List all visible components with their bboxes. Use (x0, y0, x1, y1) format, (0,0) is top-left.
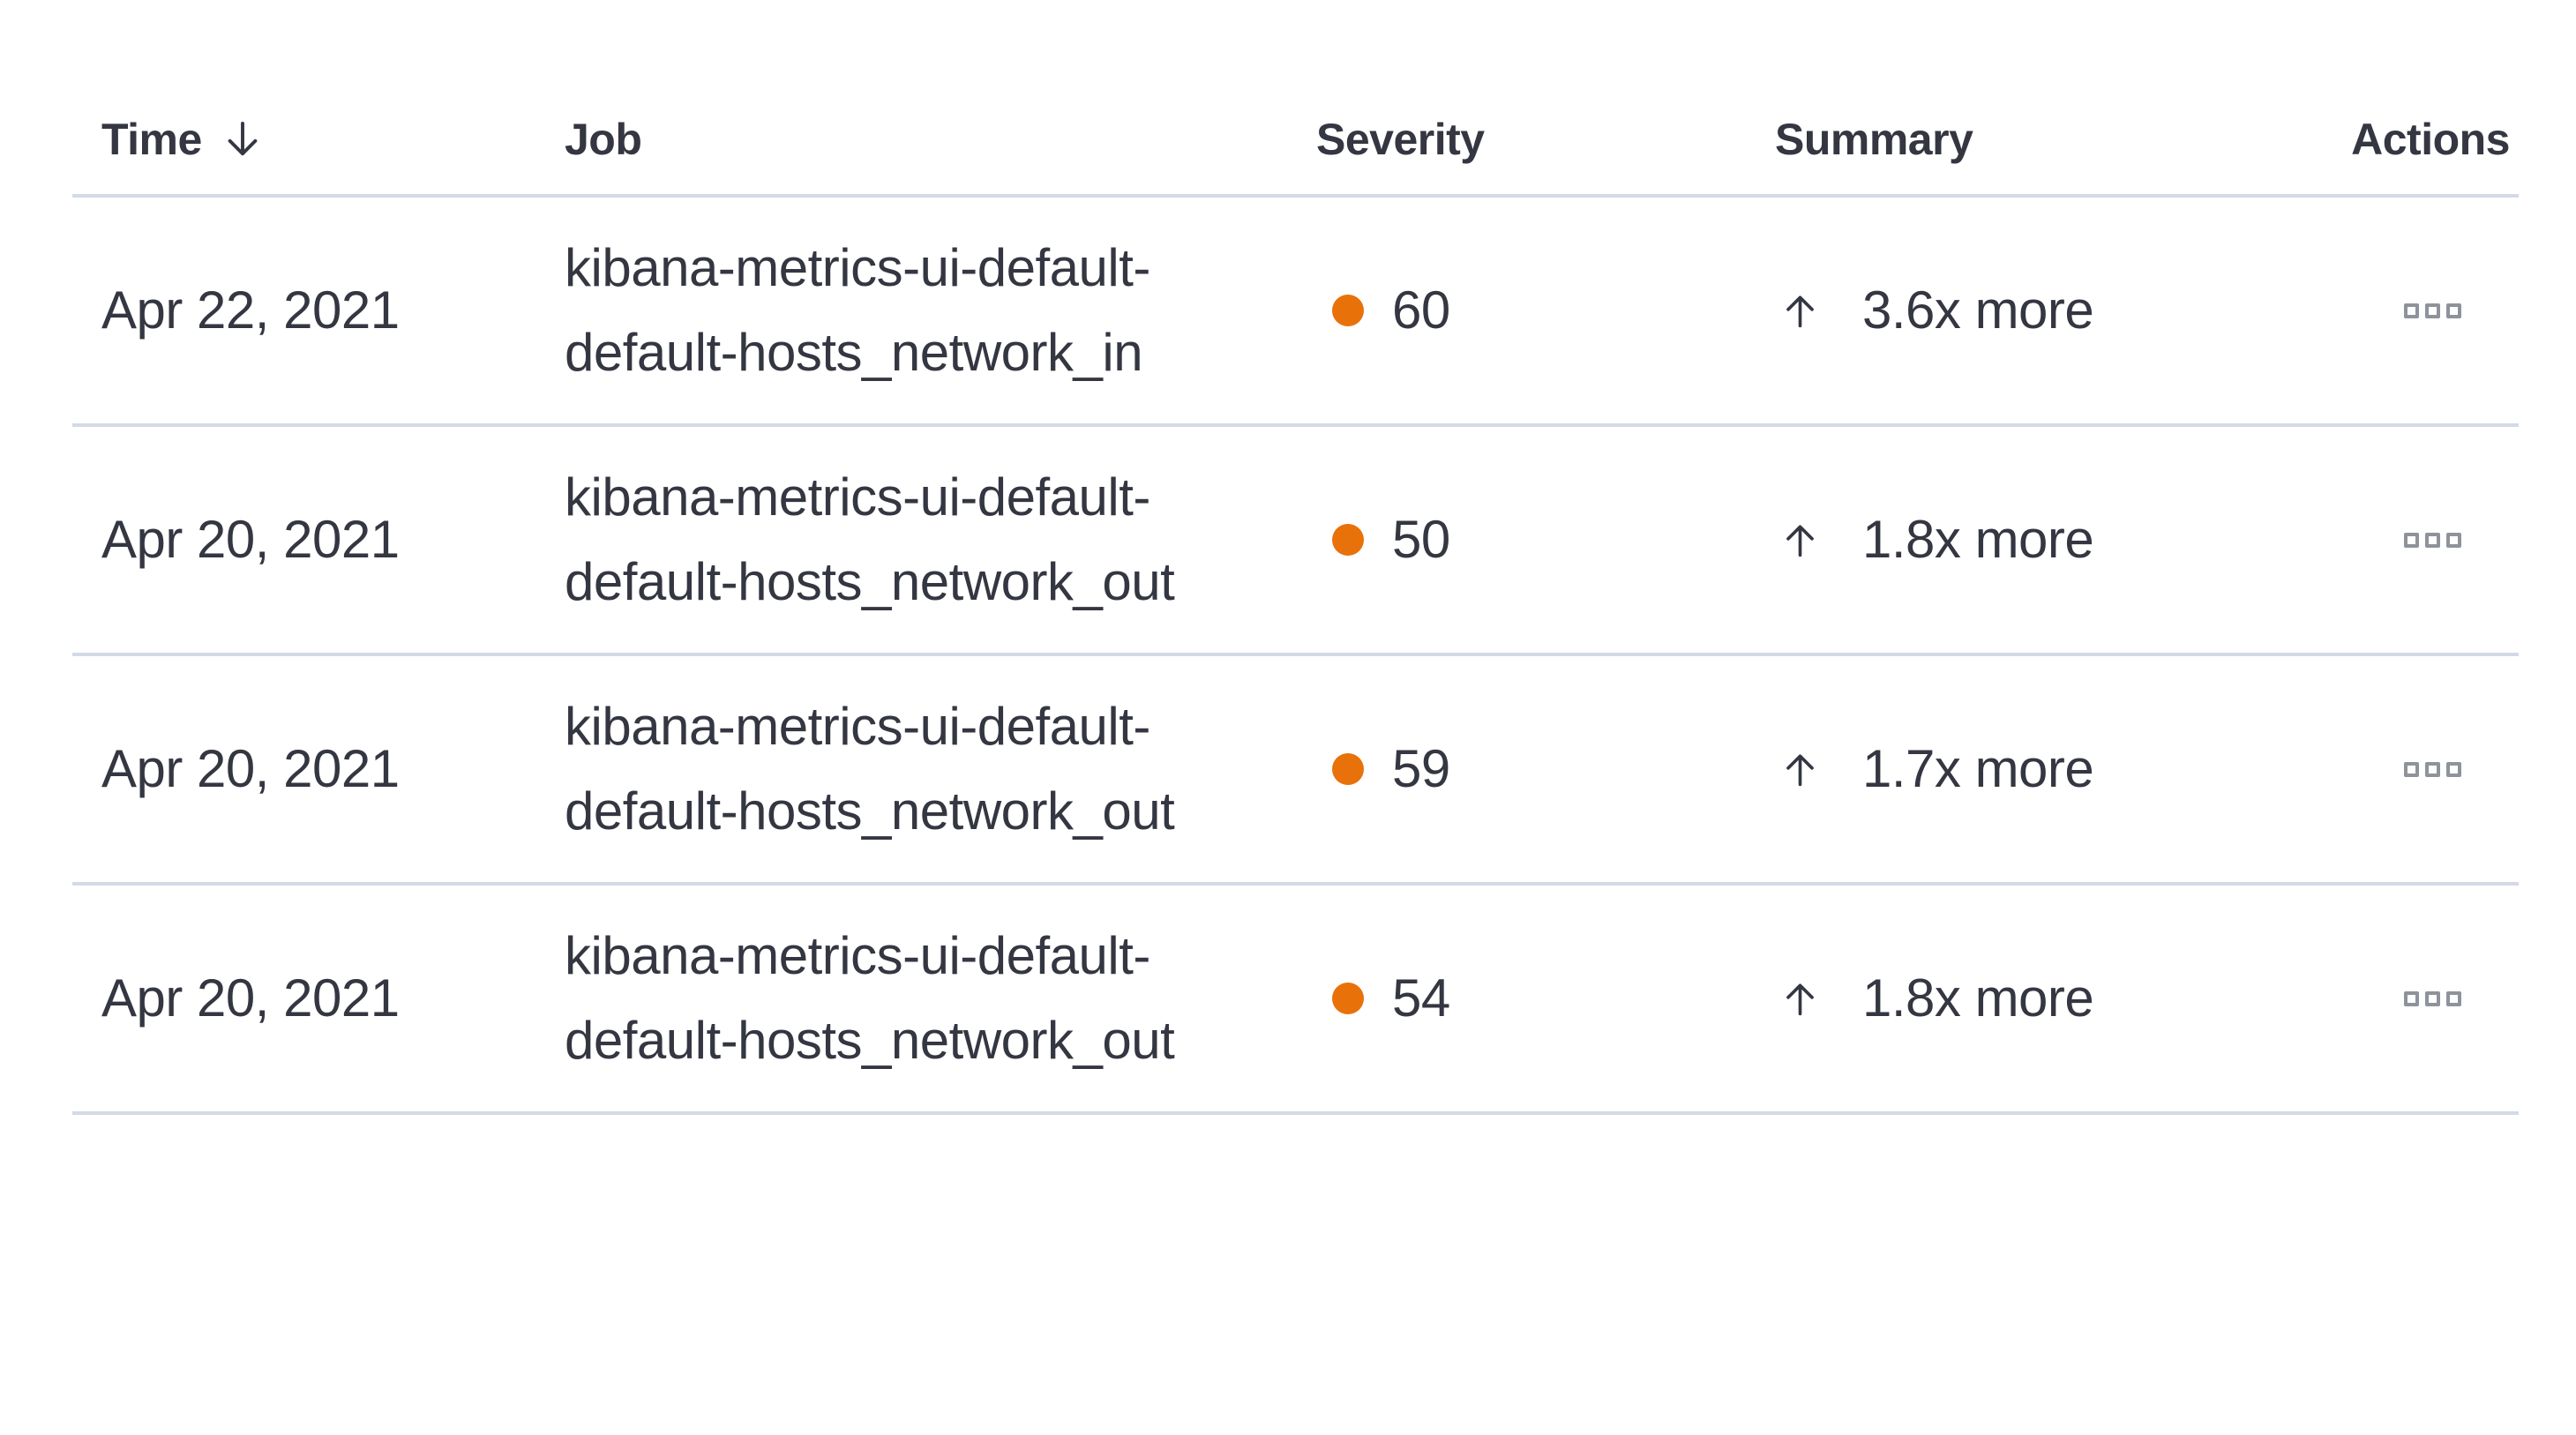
boxes-horizontal-icon (2404, 990, 2419, 1006)
summary-text: 1.8x more (1862, 510, 2094, 569)
anomaly-job-name: kibana-metrics-ui-default-default-hosts_… (565, 467, 1175, 611)
severity-score: 54 (1392, 968, 1450, 1028)
table-row: Apr 20, 2021 kibana-metrics-ui-default-d… (72, 886, 2519, 1115)
severity-score: 60 (1392, 280, 1450, 340)
boxes-horizontal-icon (2404, 532, 2419, 548)
arrow-up-icon (1786, 983, 1814, 1015)
anomalies-table: Time Job Severity Summary Actions (72, 0, 2519, 1115)
boxes-horizontal-icon (2404, 761, 2419, 777)
row-actions-button[interactable] (2404, 761, 2461, 777)
summary-text: 1.8x more (1862, 968, 2094, 1028)
column-header-severity-label: Severity (1316, 115, 1485, 164)
column-header-job: Job (529, 113, 1284, 194)
severity-score: 50 (1392, 510, 1450, 569)
row-actions-button[interactable] (2404, 990, 2461, 1006)
anomaly-actions-cell (2294, 990, 2519, 1006)
anomaly-job-name: kibana-metrics-ui-default-default-hosts_… (565, 238, 1150, 382)
column-header-time[interactable]: Time (72, 113, 529, 194)
anomaly-actions-cell (2294, 761, 2519, 777)
column-header-actions-label: Actions (2351, 115, 2510, 164)
anomaly-severity-cell: 59 (1284, 737, 1742, 801)
column-header-time-label: Time (101, 115, 202, 164)
column-header-actions: Actions (2294, 113, 2519, 194)
severity-dot-icon (1332, 753, 1364, 785)
table-header-row: Time Job Severity Summary Actions (72, 0, 2519, 198)
table-header: Time Job Severity Summary Actions (72, 0, 2519, 198)
column-header-summary-label: Summary (1775, 115, 1973, 164)
boxes-horizontal-icon (2404, 303, 2419, 318)
anomaly-time: Apr 20, 2021 (101, 968, 400, 1028)
summary-text: 1.7x more (1862, 739, 2094, 798)
column-header-severity: Severity (1284, 113, 1742, 194)
anomaly-time: Apr 20, 2021 (101, 739, 400, 798)
arrow-up-icon (1786, 295, 1814, 327)
anomaly-time: Apr 22, 2021 (101, 280, 400, 340)
anomaly-summary-cell: 1.8x more (1742, 508, 2294, 572)
severity-score: 59 (1392, 739, 1450, 798)
anomaly-actions-cell (2294, 303, 2519, 318)
anomaly-summary-cell: 3.6x more (1742, 279, 2294, 342)
anomaly-actions-cell (2294, 532, 2519, 548)
table-row: Apr 20, 2021 kibana-metrics-ui-default-d… (72, 427, 2519, 656)
arrow-up-icon (1786, 524, 1814, 557)
table-row: Apr 22, 2021 kibana-metrics-ui-default-d… (72, 198, 2519, 427)
anomaly-time: Apr 20, 2021 (101, 510, 400, 569)
anomaly-severity-cell: 60 (1284, 279, 1742, 342)
row-actions-button[interactable] (2404, 303, 2461, 318)
anomaly-severity-cell: 54 (1284, 967, 1742, 1030)
sort-descending-arrow-down-icon[interactable] (221, 118, 264, 161)
summary-text: 3.6x more (1862, 280, 2094, 340)
column-header-summary: Summary (1742, 113, 2294, 194)
severity-dot-icon (1332, 295, 1364, 326)
table-row: Apr 20, 2021 kibana-metrics-ui-default-d… (72, 656, 2519, 886)
anomaly-summary-cell: 1.8x more (1742, 967, 2294, 1030)
column-header-job-label: Job (565, 115, 642, 164)
arrow-up-icon (1786, 753, 1814, 786)
anomaly-job-name: kibana-metrics-ui-default-default-hosts_… (565, 926, 1175, 1070)
severity-dot-icon (1332, 983, 1364, 1014)
severity-dot-icon (1332, 524, 1364, 556)
table-body: Apr 22, 2021 kibana-metrics-ui-default-d… (72, 198, 2519, 1115)
anomaly-severity-cell: 50 (1284, 508, 1742, 572)
anomaly-job-name: kibana-metrics-ui-default-default-hosts_… (565, 697, 1175, 841)
anomaly-summary-cell: 1.7x more (1742, 737, 2294, 801)
row-actions-button[interactable] (2404, 532, 2461, 548)
